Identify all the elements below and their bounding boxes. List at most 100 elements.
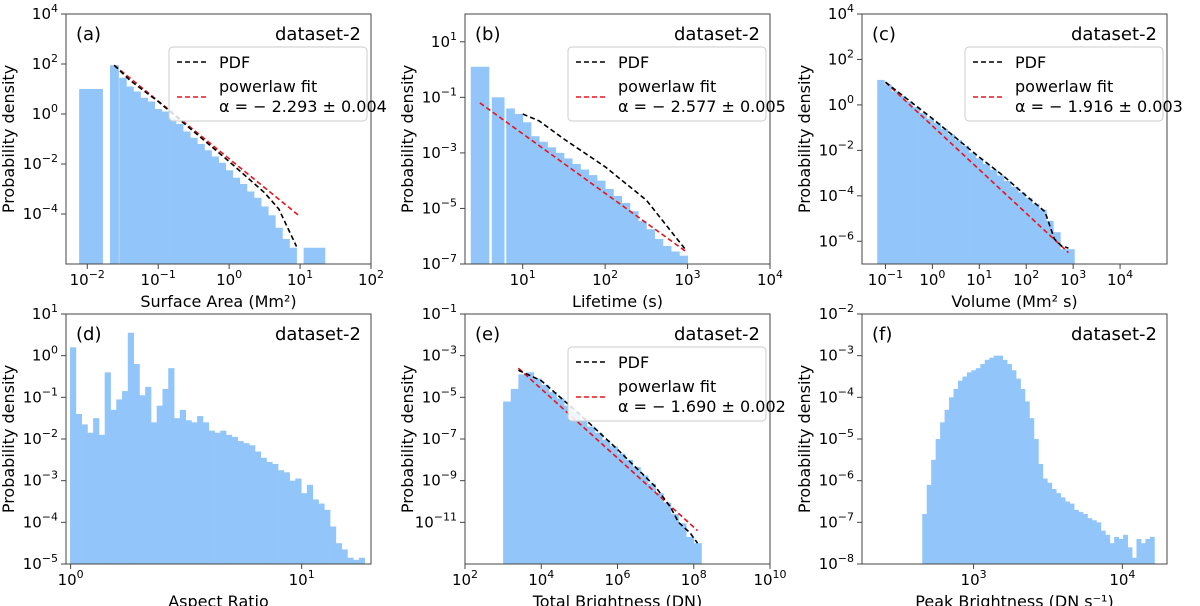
histogram-bar [208,430,215,564]
histogram-bar [596,180,606,264]
y-tick-label-base: 10 [32,5,51,23]
histogram-bar [646,229,655,264]
histogram-bar [654,239,664,264]
histogram-bar [679,255,688,264]
histogram-bar [133,91,141,264]
y-tick-label-exp: −7 [441,252,457,265]
x-tick-label: 100 [919,268,945,289]
y-tick-label-exp: −3 [838,344,854,357]
histogram-bar [931,459,937,564]
histogram-bar [1118,539,1124,564]
legend-pdf-label: PDF [618,353,649,372]
x-tick-label-exp: 8 [700,568,707,581]
histogram-bar [961,145,970,264]
x-tick-label-exp: 4 [776,268,783,281]
y-tick-label: 10−2 [819,302,854,323]
y-tick-label-exp: −11 [434,510,457,523]
y-tick-label: 10−8 [819,552,854,573]
x-tick-label-base: 10 [675,271,694,289]
histogram-bar [239,184,248,264]
legend-alpha-label: α = − 2.293 ± 0.004 [219,97,387,116]
histogram-bar [617,453,626,564]
y-tick-label: 102 [828,47,854,68]
histogram-bar [912,107,920,264]
histogram-bar [1002,359,1008,564]
histogram-bar [268,215,276,264]
histogram-bar [154,109,163,264]
dataset-label: dataset-2 [674,324,760,345]
y-tick-label-base: 10 [828,96,847,114]
histogram-bar [594,432,603,564]
y-tick-label-exp: −9 [441,469,457,482]
histogram-bar [1105,534,1111,564]
x-axis-label: Surface Area (Mm²) [140,292,296,311]
x-tick-label: 102 [452,568,478,589]
x-tick-label-base: 10 [961,571,980,589]
x-tick-label-exp: 4 [1128,568,1135,581]
x-tick-label-exp: 4 [1126,268,1133,281]
histogram-bar [503,401,512,564]
histogram-bar [266,461,273,564]
y-tick-label: 10−9 [422,469,457,490]
y-tick-label: 10−2 [23,427,58,448]
x-tick-label-base: 10 [757,271,776,289]
x-tick-label-exp: 2 [377,268,384,281]
panel-label: (a) [76,24,101,45]
y-axis-label: Probability density [0,65,18,213]
histogram-bar [922,514,928,564]
histogram-bar [877,79,885,264]
y-tick-label-base: 10 [819,187,838,205]
legend-fit-label: powerlaw fit [219,77,317,96]
histogram-bar [982,164,991,264]
histogram-bar [104,372,111,564]
x-tick-label: 100 [216,268,242,289]
x-tick-label-exp: 6 [624,568,631,581]
histogram-bar [602,440,611,564]
histogram-bar [640,475,649,564]
x-tick-label: 103 [961,568,987,589]
y-tick-label-base: 10 [819,472,838,490]
y-tick-label: 10−7 [422,252,457,273]
x-tick-label-base: 10 [58,571,77,589]
x-tick-label-exp: 4 [547,568,554,581]
y-tick-label: 10−3 [422,344,457,365]
y-tick-label-base: 10 [819,388,838,406]
y-tick-label-exp: −4 [838,385,854,398]
histogram-bar [1082,514,1088,564]
histogram-bar [1018,192,1026,264]
histogram-bar [533,378,542,564]
histogram-bar [147,101,156,264]
y-tick-label-exp: −2 [838,302,854,315]
x-tick-label-exp: 10 [773,568,787,581]
x-tick-label-exp: 3 [1079,268,1086,281]
legend-pdf-label: PDF [219,53,250,72]
x-tick-label-exp: 3 [694,268,701,281]
histogram-bar [231,436,238,564]
x-tick-label-exp: −2 [89,268,105,281]
legend-box [567,46,767,122]
histogram-bar [1024,401,1030,564]
histogram-bar [638,220,647,264]
x-tick-label-base: 10 [452,571,471,589]
histogram-bar [282,239,290,264]
x-tick-label-exp: 2 [471,568,478,581]
histogram-bar [275,227,283,264]
histogram-bar [491,97,505,264]
x-tick-label-base: 10 [358,271,377,289]
histogram-bar [183,131,191,264]
histogram-bar [218,162,226,264]
x-tick-label-exp: 1 [306,268,313,281]
histogram-bar [1039,209,1047,264]
y-tick-label: 100 [32,102,58,123]
histogram-bar [174,418,181,564]
histogram-bar [119,77,127,264]
x-tick-label: 103 [675,268,701,289]
x-axis-label: Volume (Mm² s) [951,292,1077,311]
histogram-bar [156,405,163,564]
x-tick-label-base: 10 [510,271,529,289]
x-tick-label-base: 10 [141,271,160,289]
y-tick-label-base: 10 [422,472,441,490]
y-tick-label-exp: −1 [42,385,58,398]
